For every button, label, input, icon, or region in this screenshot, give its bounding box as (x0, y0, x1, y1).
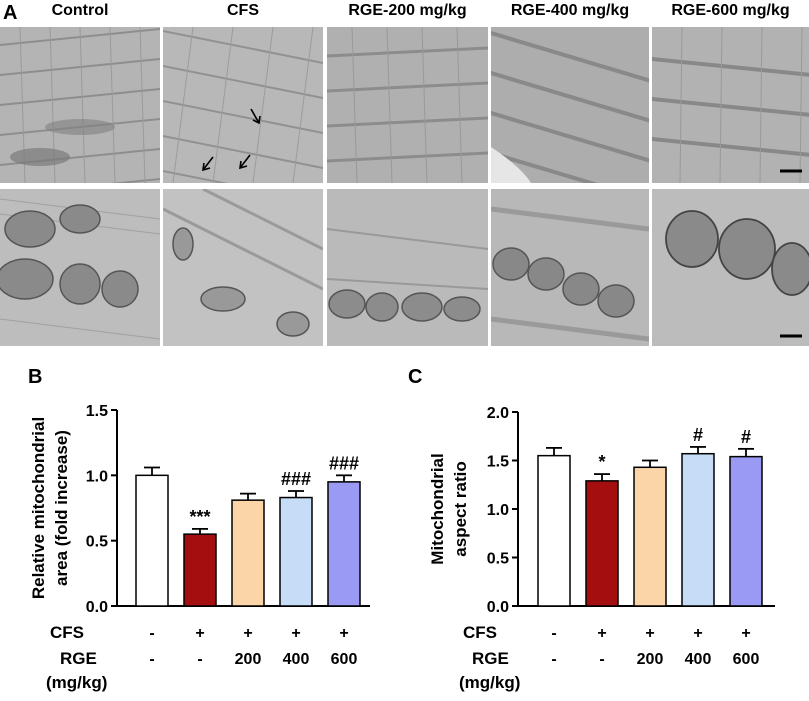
significance-marker: ### (329, 453, 359, 473)
bar (231, 499, 265, 607)
rge-row-value: - (599, 651, 604, 668)
y-axis-title-line1: Mitochondrial (428, 453, 447, 564)
bar (327, 481, 361, 607)
y-axis-title-line2: aspect ratio (451, 461, 470, 556)
y-tick-label: 0.0 (86, 599, 108, 616)
rge-row-value: - (551, 651, 556, 668)
y-tick-label: 0.0 (487, 599, 509, 616)
rge-row-value: 600 (331, 651, 358, 668)
bar (135, 474, 169, 607)
cfs-row-label: CFS (463, 623, 497, 642)
column-label-rge-600: RGE-600 mg/kg (671, 2, 790, 19)
y-tick-label: 1.0 (86, 468, 108, 485)
significance-marker: # (741, 427, 751, 447)
rge-row-value: 200 (637, 651, 664, 668)
micrograph-cfs-high-mag (163, 189, 323, 346)
rge-unit-label: (mg/kg) (459, 673, 520, 692)
micrograph-rge-600-high-mag (652, 189, 809, 346)
rge-row-value: 200 (235, 651, 262, 668)
micrograph-control-low-mag (0, 27, 160, 183)
significance-marker: # (693, 425, 703, 445)
column-label-rge-400: RGE-400 mg/kg (510, 2, 630, 19)
y-tick-label: 1.5 (487, 454, 509, 471)
y-tick-label: 1.0 (487, 502, 509, 519)
bar (279, 496, 313, 607)
y-tick-label: 2.0 (487, 405, 509, 422)
bar (729, 455, 763, 607)
rge-row-label: RGE (472, 649, 509, 668)
micrograph-rge-400-low-mag (491, 27, 649, 183)
bar (681, 452, 715, 607)
micrograph-rge-400-high-mag (491, 189, 649, 346)
bar (633, 466, 667, 607)
cfs-row-value: + (339, 625, 348, 642)
cfs-row-value: + (741, 625, 750, 642)
cfs-row-label: CFS (50, 623, 84, 642)
column-label-cfs: CFS (227, 2, 259, 19)
chart-b-relative-mitochondrial-area: B Relative mitochondrial area (fold increa… (28, 366, 370, 692)
rge-unit-label: (mg/kg) (46, 673, 107, 692)
micrograph-rge-200-high-mag (327, 189, 488, 346)
bar (537, 454, 571, 607)
micrograph-cfs-low-mag (163, 27, 323, 183)
micrograph-rge-200-low-mag (327, 27, 488, 183)
rge-row-value: - (197, 651, 202, 668)
cfs-row-value: - (149, 625, 154, 642)
cfs-row-value: + (645, 625, 654, 642)
cfs-row-value: + (195, 625, 204, 642)
column-label-control: Control (51, 2, 109, 19)
y-axis-title-line1: Relative mitochondrial (29, 417, 48, 599)
cfs-row-value: + (693, 625, 702, 642)
y-tick-label: 0.5 (86, 534, 108, 551)
rge-row-value: 400 (283, 651, 310, 668)
rge-row-value: - (149, 651, 154, 668)
y-axis-title-line2: area (fold increase) (52, 430, 71, 586)
column-label-rge-200: RGE-200 mg/kg (348, 2, 467, 19)
significance-marker: *** (189, 507, 210, 527)
panel-a-letter: A (3, 2, 18, 24)
significance-marker: ### (281, 469, 311, 489)
cfs-row-value: - (551, 625, 556, 642)
chart-c-mitochondrial-aspect-ratio: C Mitochondrial aspect ratio 0.0 0.5 1.0 1.5 2.… (408, 366, 775, 692)
bar (585, 480, 619, 607)
micrograph-control-high-mag (0, 189, 160, 346)
arrow-icon (202, 108, 261, 172)
panel-letter: C (408, 366, 422, 388)
cfs-row-value: + (597, 625, 606, 642)
cfs-row-value: + (243, 625, 252, 642)
significance-marker: * (598, 452, 605, 472)
y-tick-label: 0.5 (487, 551, 509, 568)
rge-row-value: 600 (733, 651, 760, 668)
panel-letter: B (28, 366, 42, 388)
rge-row-label: RGE (60, 649, 97, 668)
micrograph-rge-600-low-mag (652, 27, 809, 183)
cfs-row-value: + (291, 625, 300, 642)
bar (183, 533, 217, 607)
rge-row-value: 400 (685, 651, 712, 668)
y-tick-label: 1.5 (86, 403, 108, 420)
